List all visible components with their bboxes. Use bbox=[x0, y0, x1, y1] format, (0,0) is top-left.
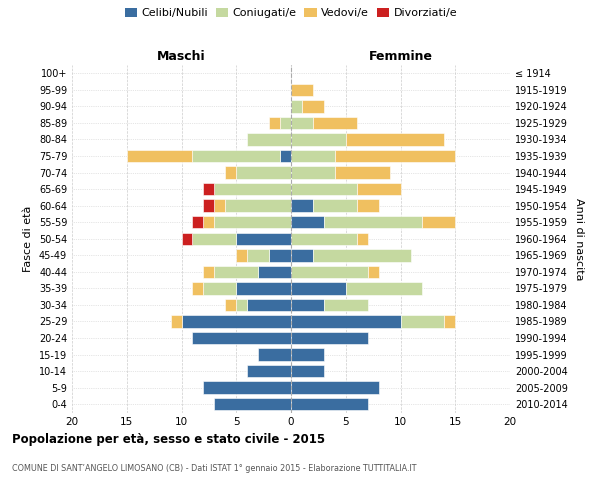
Bar bbox=[203, 216, 214, 228]
Bar bbox=[269, 249, 291, 262]
Bar bbox=[324, 216, 422, 228]
Legend: Celibi/Nubili, Coniugati/e, Vedovi/e, Divorziati/e: Celibi/Nubili, Coniugati/e, Vedovi/e, Di… bbox=[121, 3, 461, 22]
Text: COMUNE DI SANT’ANGELO LIMOSANO (CB) - Dati ISTAT 1° gennaio 2015 - Elaborazione : COMUNE DI SANT’ANGELO LIMOSANO (CB) - Da… bbox=[12, 464, 416, 473]
Bar bbox=[214, 398, 291, 410]
Bar bbox=[193, 216, 203, 228]
Bar bbox=[182, 232, 193, 245]
Bar bbox=[269, 116, 280, 129]
Bar bbox=[247, 249, 269, 262]
Bar bbox=[291, 232, 357, 245]
Bar bbox=[291, 200, 313, 212]
Bar bbox=[258, 348, 291, 361]
Bar bbox=[193, 232, 236, 245]
Bar bbox=[313, 249, 412, 262]
Bar bbox=[170, 316, 181, 328]
Bar bbox=[324, 298, 368, 311]
Bar bbox=[280, 150, 291, 162]
Bar bbox=[291, 216, 324, 228]
Bar bbox=[357, 232, 368, 245]
Bar bbox=[291, 316, 401, 328]
Bar bbox=[214, 200, 226, 212]
Bar bbox=[236, 249, 247, 262]
Bar bbox=[258, 266, 291, 278]
Bar bbox=[203, 183, 214, 196]
Bar bbox=[181, 316, 291, 328]
Bar bbox=[236, 232, 291, 245]
Bar bbox=[357, 200, 379, 212]
Bar bbox=[236, 298, 247, 311]
Bar bbox=[291, 365, 324, 378]
Bar bbox=[335, 166, 389, 179]
Bar bbox=[127, 150, 193, 162]
Y-axis label: Anni di nascita: Anni di nascita bbox=[574, 198, 584, 280]
Bar bbox=[203, 382, 291, 394]
Bar bbox=[280, 116, 291, 129]
Bar bbox=[193, 150, 280, 162]
Text: Femmine: Femmine bbox=[368, 50, 433, 62]
Bar bbox=[193, 282, 203, 294]
Bar bbox=[226, 200, 291, 212]
Text: Popolazione per età, sesso e stato civile - 2015: Popolazione per età, sesso e stato civil… bbox=[12, 432, 325, 446]
Bar bbox=[291, 332, 368, 344]
Bar bbox=[291, 116, 313, 129]
Bar bbox=[214, 266, 258, 278]
Bar bbox=[445, 316, 455, 328]
Bar bbox=[236, 166, 291, 179]
Bar bbox=[368, 266, 379, 278]
Bar bbox=[357, 183, 401, 196]
Bar bbox=[226, 298, 236, 311]
Bar bbox=[291, 398, 368, 410]
Bar bbox=[214, 216, 291, 228]
Bar bbox=[247, 365, 291, 378]
Y-axis label: Fasce di età: Fasce di età bbox=[23, 206, 33, 272]
Bar bbox=[291, 100, 302, 112]
Bar bbox=[291, 348, 324, 361]
Bar bbox=[346, 134, 444, 145]
Bar bbox=[203, 200, 214, 212]
Text: Maschi: Maschi bbox=[157, 50, 206, 62]
Bar bbox=[203, 282, 236, 294]
Bar bbox=[346, 282, 422, 294]
Bar bbox=[291, 382, 379, 394]
Bar bbox=[203, 266, 214, 278]
Bar bbox=[193, 332, 291, 344]
Bar bbox=[214, 183, 291, 196]
Bar bbox=[291, 282, 346, 294]
Bar bbox=[313, 116, 356, 129]
Bar bbox=[236, 282, 291, 294]
Bar bbox=[291, 150, 335, 162]
Bar bbox=[291, 134, 346, 145]
Bar bbox=[291, 298, 324, 311]
Bar bbox=[247, 298, 291, 311]
Bar bbox=[291, 183, 357, 196]
Bar bbox=[291, 166, 335, 179]
Bar bbox=[226, 166, 236, 179]
Bar bbox=[422, 216, 455, 228]
Bar bbox=[335, 150, 455, 162]
Bar bbox=[302, 100, 324, 112]
Bar bbox=[291, 266, 368, 278]
Bar bbox=[291, 84, 313, 96]
Bar bbox=[291, 249, 313, 262]
Bar bbox=[247, 134, 291, 145]
Bar bbox=[401, 316, 444, 328]
Bar bbox=[313, 200, 356, 212]
